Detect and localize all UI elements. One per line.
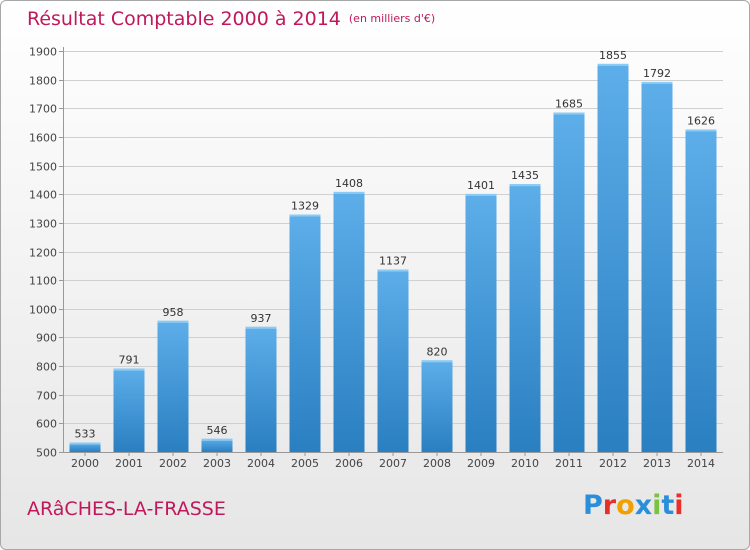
data-label: 546 — [207, 424, 228, 437]
bar-highlight — [69, 442, 101, 445]
y-tick-label: 700 — [36, 390, 57, 403]
logo-letter: o — [616, 490, 635, 521]
bar-highlight — [245, 326, 277, 329]
bar — [421, 360, 453, 452]
x-tick-label: 2003 — [203, 457, 231, 470]
bar — [553, 112, 585, 452]
commune-name: ARâCHES-LA-FRASSE — [27, 498, 226, 520]
bar-highlight — [113, 368, 145, 371]
bar-highlight — [201, 438, 233, 441]
data-label: 1855 — [599, 49, 627, 62]
bar — [641, 81, 673, 452]
bar-highlight — [685, 129, 717, 132]
x-tick-label: 2006 — [335, 457, 363, 470]
x-tick-label: 2014 — [687, 457, 715, 470]
y-tick-label: 600 — [36, 418, 57, 431]
bar — [113, 368, 145, 452]
x-tick-label: 2009 — [467, 457, 495, 470]
y-tick-label: 1700 — [29, 103, 57, 116]
bar-highlight — [597, 63, 629, 66]
x-tick-label: 2010 — [511, 457, 539, 470]
label-layer: 500 600 700 800 900 1000 1100 1200 1300 1400 1500 1… — [29, 46, 715, 471]
x-tick-label: 2005 — [291, 457, 319, 470]
bar — [201, 438, 233, 452]
bar-highlight — [465, 193, 497, 196]
y-tick-label: 1200 — [29, 247, 57, 260]
data-label: 1626 — [687, 114, 715, 127]
data-label: 1329 — [291, 200, 319, 213]
chart-title: Résultat Comptable 2000 à 2014 (en millie… — [27, 8, 435, 30]
data-label: 533 — [75, 428, 96, 441]
data-label: 1435 — [511, 169, 539, 182]
y-tick-label: 1600 — [29, 132, 57, 145]
data-label: 1408 — [335, 177, 363, 190]
x-tick-label: 2001 — [115, 457, 143, 470]
y-tick-label: 1800 — [29, 75, 57, 88]
bar — [685, 129, 717, 452]
proxiti-logo: Proxiti — [583, 490, 684, 521]
bar-highlight — [377, 269, 409, 272]
bar — [69, 442, 101, 452]
y-tick-label: 1500 — [29, 161, 57, 174]
bar-highlight — [157, 320, 189, 323]
logo-letter: t — [661, 490, 675, 521]
logo-letter: i — [652, 490, 662, 521]
bar — [157, 320, 189, 452]
bar — [377, 269, 409, 452]
bar-highlight — [553, 112, 585, 115]
data-label: 1401 — [467, 179, 495, 192]
x-tick-label: 2007 — [379, 457, 407, 470]
y-tick-label: 800 — [36, 361, 57, 374]
bar — [245, 326, 277, 452]
y-tick-label: 500 — [36, 447, 57, 460]
chart-subtitle: (en milliers d'€) — [348, 12, 436, 25]
y-tick-label: 1000 — [29, 304, 57, 317]
bar — [289, 214, 321, 452]
data-label: 1137 — [379, 255, 407, 268]
bar-highlight — [421, 360, 453, 363]
bar-highlight — [289, 214, 321, 217]
data-label: 791 — [119, 354, 140, 367]
y-tick-label: 1300 — [29, 218, 57, 231]
data-label: 958 — [163, 306, 184, 319]
x-tick-label: 2012 — [599, 457, 627, 470]
data-label: 1792 — [643, 67, 671, 80]
x-tick-label: 2011 — [555, 457, 583, 470]
bar — [465, 193, 497, 452]
y-tick-label: 1400 — [29, 189, 57, 202]
logo-letter: r — [602, 490, 617, 521]
x-tick-label: 2008 — [423, 457, 451, 470]
x-tick-label: 2004 — [247, 457, 275, 470]
bar-layer — [69, 63, 717, 453]
bar — [509, 184, 541, 453]
y-tick-label: 1100 — [29, 275, 57, 288]
data-label: 820 — [427, 345, 448, 358]
x-tick-label: 2002 — [159, 457, 187, 470]
logo-letter: x — [634, 490, 653, 521]
bar — [597, 63, 629, 453]
bar-highlight — [509, 184, 541, 187]
x-tick-label: 2013 — [643, 457, 671, 470]
y-tick-label: 900 — [36, 332, 57, 345]
data-label: 937 — [251, 312, 272, 325]
chart-title-text: Résultat Comptable 2000 à 2014 — [27, 8, 341, 30]
bar-highlight — [641, 81, 673, 84]
y-tick-label: 1900 — [29, 46, 57, 59]
logo-letter: P — [583, 490, 603, 521]
bar-highlight — [333, 191, 365, 194]
logo-letter: i — [674, 490, 684, 521]
bar — [333, 191, 365, 452]
x-tick-label: 2000 — [71, 457, 99, 470]
data-label: 1685 — [555, 98, 583, 111]
